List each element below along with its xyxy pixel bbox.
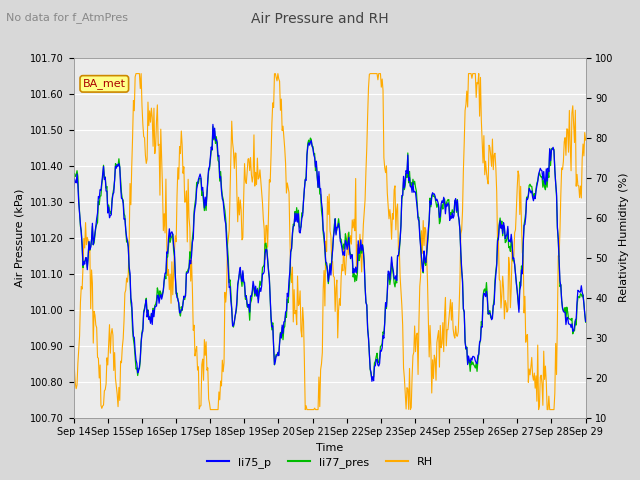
Y-axis label: Air Pressure (kPa): Air Pressure (kPa) [15, 189, 24, 287]
Text: Air Pressure and RH: Air Pressure and RH [251, 12, 389, 26]
Y-axis label: Relativity Humidity (%): Relativity Humidity (%) [620, 173, 629, 302]
Text: BA_met: BA_met [83, 78, 126, 89]
Legend: li75_p, li77_pres, RH: li75_p, li77_pres, RH [203, 452, 437, 472]
X-axis label: Time: Time [316, 443, 343, 453]
Text: No data for f_AtmPres: No data for f_AtmPres [6, 12, 129, 23]
